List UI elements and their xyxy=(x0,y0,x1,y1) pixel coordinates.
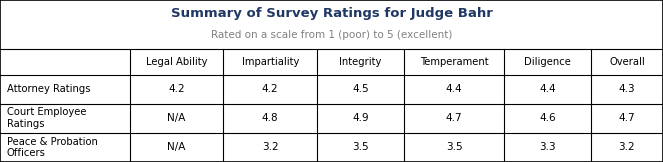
Text: 4.7: 4.7 xyxy=(446,113,462,123)
Text: Rated on a scale from 1 (poor) to 5 (excellent): Rated on a scale from 1 (poor) to 5 (exc… xyxy=(211,30,452,40)
Text: 4.2: 4.2 xyxy=(262,84,278,94)
Text: Diligence: Diligence xyxy=(524,57,571,67)
Text: 3.5: 3.5 xyxy=(352,142,369,152)
Text: 4.3: 4.3 xyxy=(619,84,635,94)
Text: Peace & Probation
Officers: Peace & Probation Officers xyxy=(7,137,97,158)
Text: 4.6: 4.6 xyxy=(540,113,556,123)
Text: Legal Ability: Legal Ability xyxy=(146,57,208,67)
Text: Overall: Overall xyxy=(609,57,645,67)
Text: Attorney Ratings: Attorney Ratings xyxy=(7,84,90,94)
Text: 4.5: 4.5 xyxy=(352,84,369,94)
Text: 4.8: 4.8 xyxy=(262,113,278,123)
Text: 3.5: 3.5 xyxy=(446,142,462,152)
Text: Summary of Survey Ratings for Judge Bahr: Summary of Survey Ratings for Judge Bahr xyxy=(170,7,493,20)
Text: 3.2: 3.2 xyxy=(619,142,635,152)
Text: 4.4: 4.4 xyxy=(540,84,556,94)
Text: Temperament: Temperament xyxy=(420,57,489,67)
Text: 3.3: 3.3 xyxy=(540,142,556,152)
Text: 4.9: 4.9 xyxy=(352,113,369,123)
Text: 4.4: 4.4 xyxy=(446,84,462,94)
Text: 4.7: 4.7 xyxy=(619,113,635,123)
Text: N/A: N/A xyxy=(167,113,186,123)
Text: 3.2: 3.2 xyxy=(262,142,278,152)
Text: 4.2: 4.2 xyxy=(168,84,185,94)
Text: Impartiality: Impartiality xyxy=(241,57,299,67)
Text: Court Employee
Ratings: Court Employee Ratings xyxy=(7,107,86,129)
Text: Integrity: Integrity xyxy=(339,57,381,67)
Text: N/A: N/A xyxy=(167,142,186,152)
